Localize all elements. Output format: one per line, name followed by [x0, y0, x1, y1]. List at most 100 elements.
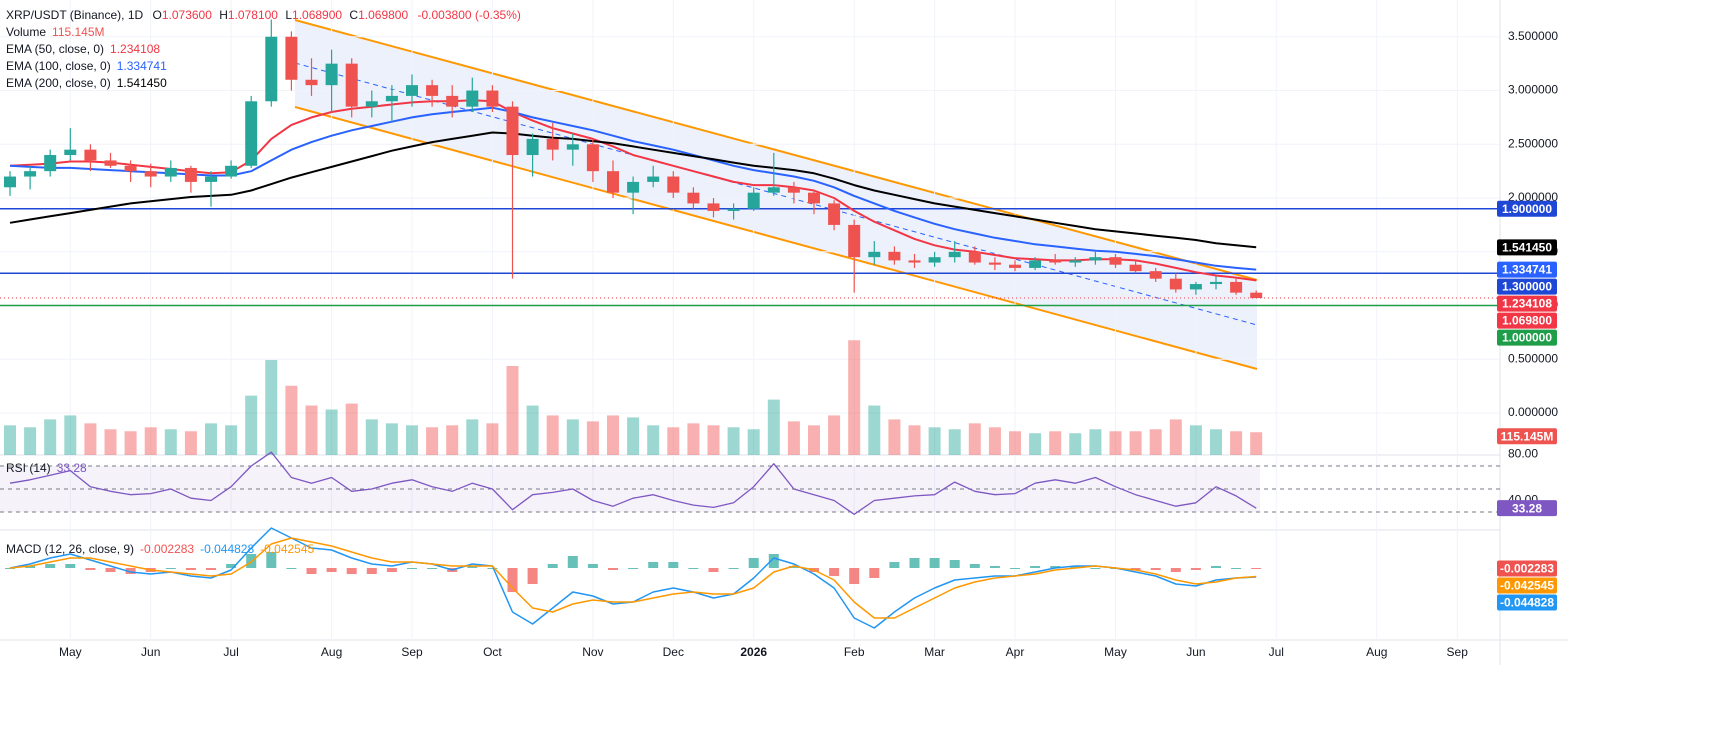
macd-histogram-bar [969, 564, 980, 568]
legend-name: EMA (50, close, 0) [6, 42, 104, 56]
channel-mid [294, 62, 1258, 326]
macd-histogram-bar [366, 568, 377, 574]
volume-bar [1230, 431, 1243, 455]
y-tick-label: 2.500000 [1508, 136, 1558, 150]
volume-bar [245, 395, 258, 455]
volume-bar [345, 403, 358, 455]
candle-body [908, 260, 921, 263]
candle-body [466, 90, 479, 107]
volume-bar [828, 415, 841, 455]
macd-histogram-bar [286, 568, 297, 569]
candle-body [707, 203, 720, 211]
volume-bar [526, 405, 539, 455]
volume-bar [1089, 429, 1102, 455]
channel-lower [294, 106, 1258, 370]
macd-histogram-bar [567, 556, 578, 568]
macd-histogram-bar [688, 568, 699, 569]
y-tick-label: 2.000000 [1508, 190, 1558, 204]
volume-bar [747, 429, 760, 455]
price-label-box [1497, 594, 1557, 611]
ohlc-key: C [349, 8, 358, 22]
ema-line [9, 131, 1257, 249]
candle-body [365, 101, 378, 107]
volume-bar [205, 423, 217, 455]
volume-bar [546, 415, 559, 455]
volume-bar [44, 419, 57, 455]
macd-histogram-bar [105, 568, 116, 572]
volume-bar [566, 419, 579, 455]
macd-histogram-bar [206, 568, 216, 570]
candle-body [406, 85, 418, 96]
legend-value: 1.334741 [117, 59, 167, 73]
macd-histogram-bar [1090, 568, 1101, 569]
macd-histogram-bar [85, 568, 96, 570]
macd-histogram-bar [527, 568, 538, 584]
candle-body [245, 101, 258, 166]
price-label-box [1497, 428, 1557, 445]
volume-bar [988, 427, 1001, 455]
volume-bar [426, 427, 439, 455]
y-tick-label: 0.500000 [1508, 351, 1558, 365]
candle-body [345, 63, 358, 107]
candle-body [506, 106, 519, 156]
x-tick-label: Mar [924, 645, 945, 659]
x-tick-label: Aug [321, 645, 342, 659]
macd-histogram-bar [5, 568, 15, 569]
x-tick-label: Apr [1006, 645, 1025, 659]
candle-body [164, 167, 177, 177]
x-tick-label: Jul [1269, 645, 1284, 659]
macd-histogram-bar [1170, 568, 1181, 572]
candle-body [1129, 264, 1142, 272]
macd-histogram-bar [306, 568, 317, 574]
candle-body [205, 176, 217, 182]
macd-histogram-bar [748, 558, 759, 568]
legend-name: Volume [6, 25, 46, 39]
macd-legend: MACD (12, 26, close, 9) -0.002283 -0.04482… [6, 542, 315, 556]
volume-bar [385, 423, 398, 455]
candle-body [1189, 284, 1202, 290]
volume-bar [1210, 429, 1222, 455]
x-tick-label: Jul [223, 645, 238, 659]
change: -0.003800 (-0.35%) [418, 8, 521, 22]
price-label-box [1497, 261, 1557, 278]
macd-histogram-bar [487, 568, 498, 569]
macd-histogram-bar [25, 566, 36, 568]
candle-body [305, 79, 318, 86]
candle-body [968, 251, 981, 263]
ohlc-value: 1.069800 [358, 8, 408, 22]
volume-bar [647, 425, 660, 455]
rsi-legend: RSI (14) 33.28 [6, 461, 87, 475]
macd-histogram-bar [165, 568, 176, 569]
candle-body [928, 257, 941, 263]
candle-body [1210, 281, 1222, 285]
legend: XRP/USDT (Binance), 1D O1.073600 H1.0781… [6, 8, 521, 556]
candle-body [526, 138, 539, 156]
x-tick-label: Sep [1447, 645, 1469, 659]
price-label-box [1497, 200, 1557, 217]
candle-body [1230, 281, 1243, 293]
candle-body [586, 144, 599, 172]
ohlc-key: H [219, 8, 228, 22]
macd-histogram-bar [608, 568, 618, 570]
volume-bar [1149, 429, 1162, 455]
candle-body [265, 36, 278, 102]
macd-histogram-bar [909, 558, 920, 568]
candle-body [44, 155, 57, 172]
volume-legend: Volume 115.145M [6, 25, 105, 39]
macd-histogram-bar [989, 566, 1000, 568]
macd-histogram-bar [1211, 566, 1221, 568]
macd-histogram-bar [668, 562, 679, 568]
macd-histogram-bar [728, 568, 739, 569]
macd-histogram-bar [648, 562, 659, 568]
price-label-box [1497, 295, 1557, 312]
candle-body [24, 171, 37, 177]
macd-histogram-bar [708, 568, 719, 572]
candle-body [667, 176, 680, 193]
candle-body [325, 63, 338, 86]
candle-body [285, 36, 298, 80]
candle-body [787, 187, 800, 193]
macd-histogram-bar [949, 560, 960, 568]
volume-bar [265, 360, 278, 455]
macd-histogram-bar [386, 568, 397, 572]
macd-histogram-bar [829, 568, 840, 576]
